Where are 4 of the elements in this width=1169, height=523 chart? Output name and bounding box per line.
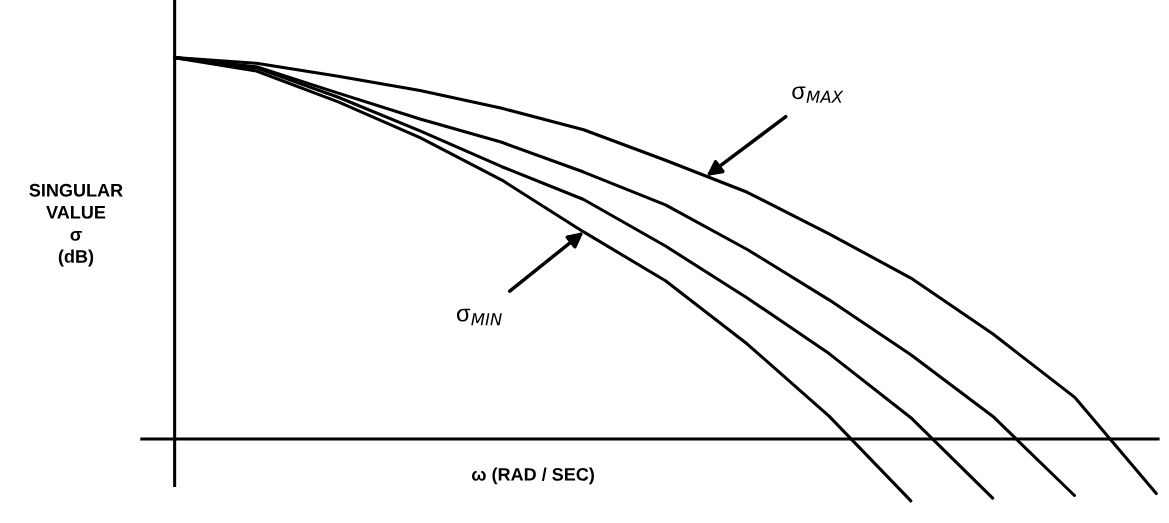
x-axis-title: ω (RAD / SEC) <box>471 467 594 485</box>
annotation: σ$_{MAX}$ <box>792 86 844 103</box>
annotation: σ$_{MIN}$ <box>456 308 502 326</box>
y-axis-title: SINGULAR VALUE σ (dB) <box>29 183 123 267</box>
